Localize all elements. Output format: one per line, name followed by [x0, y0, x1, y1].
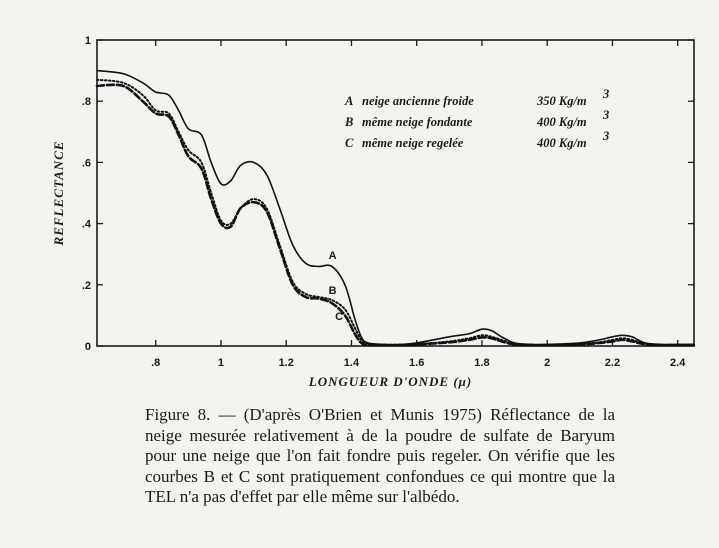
chart-ticks: .8 1 1.2 1.4 1.6 1.8 2 2.2 2.4 0 .2 .4 .6 .8 1 [82, 35, 694, 369]
y-tick-label: .8 [82, 96, 91, 108]
legend-density-c: 400 Kg/m [536, 136, 587, 150]
series-a-line [96, 69, 695, 346]
x-axis-title: LONGUEUR D'ONDE (μ) [308, 374, 472, 389]
series-c-line [95, 83, 696, 347]
x-tick-label: 2.2 [605, 357, 620, 369]
legend-exponent-a: 3 [602, 87, 609, 101]
x-tick-label: 1.2 [279, 357, 294, 369]
legend-description-c: même neige regelée [362, 136, 464, 150]
chart-series [95, 69, 696, 347]
legend-exponent-b: 3 [602, 108, 609, 122]
chart-axes [96, 39, 695, 347]
chart-curve-labels: A B C [329, 250, 344, 323]
legend-letter-a: A [344, 94, 353, 108]
plot-frame [96, 39, 695, 347]
legend-density-b: 400 Kg/m [536, 115, 587, 129]
x-tick-label: 1.4 [344, 357, 360, 369]
legend-description-b: même neige fondante [362, 115, 473, 129]
y-tick-label: .2 [82, 280, 91, 292]
legend-description-a: neige ancienne froide [362, 94, 474, 108]
y-tick-label: .6 [82, 157, 91, 169]
x-tick-label: 1.6 [409, 357, 424, 369]
x-tick-label: 2.4 [670, 357, 686, 369]
series-b-line [96, 78, 695, 346]
figure-caption: Figure 8. — (D'après O'Brien et Munis 19… [145, 405, 615, 506]
x-tick-label: 1.8 [474, 357, 489, 369]
curve-label-c: C [335, 311, 343, 323]
x-tick-label: 2 [544, 357, 550, 369]
legend-exponent-c: 3 [602, 129, 609, 143]
legend-density-a: 350 Kg/m [536, 94, 587, 108]
x-tick-label: .8 [151, 357, 160, 369]
y-tick-label: 1 [85, 35, 91, 47]
y-axis-title: REFLECTANCE [51, 141, 66, 247]
y-tick-label: 0 [85, 341, 91, 353]
legend-letter-b: B [344, 115, 353, 129]
curve-label-b: B [329, 285, 337, 297]
legend-letter-c: C [345, 136, 354, 150]
x-tick-label: 1 [218, 357, 224, 369]
curve-label-a: A [329, 250, 337, 262]
y-tick-label: .4 [82, 219, 92, 231]
